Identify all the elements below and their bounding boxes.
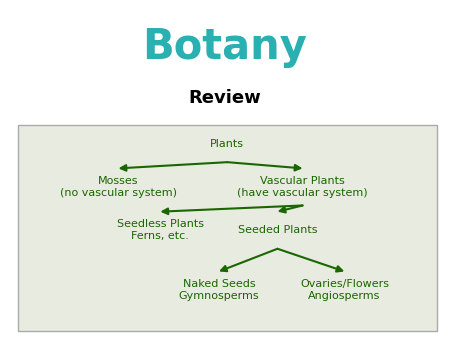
Text: Vascular Plants
(have vascular system): Vascular Plants (have vascular system): [237, 176, 368, 198]
FancyBboxPatch shape: [18, 125, 436, 331]
Text: Seedless Plants
Ferns, etc.: Seedless Plants Ferns, etc.: [117, 219, 204, 241]
Text: Seeded Plants: Seeded Plants: [238, 225, 317, 235]
Text: Review: Review: [189, 89, 261, 107]
Text: Naked Seeds
Gymnosperms: Naked Seeds Gymnosperms: [179, 279, 259, 301]
Text: Mosses
(no vascular system): Mosses (no vascular system): [60, 176, 177, 198]
Text: Botany: Botany: [143, 26, 307, 68]
Text: Plants: Plants: [210, 139, 244, 149]
Text: Ovaries/Flowers
Angiosperms: Ovaries/Flowers Angiosperms: [300, 279, 389, 301]
